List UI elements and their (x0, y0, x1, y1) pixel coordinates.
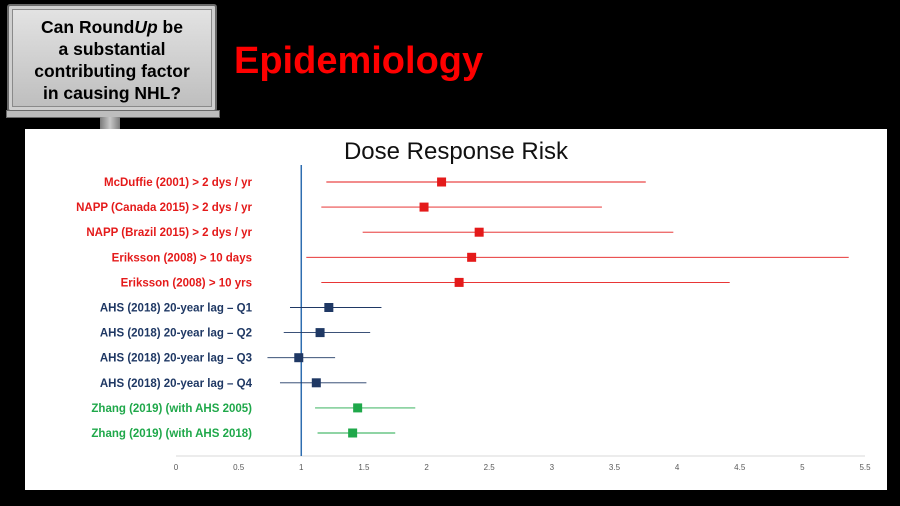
point-estimate (348, 428, 358, 438)
point-estimate (353, 403, 363, 413)
x-tick-label: 3.5 (609, 463, 621, 472)
slide-title: Epidemiology (234, 40, 484, 82)
point-estimate (324, 303, 334, 312)
forest-plot: Dose Response Risk 0 0.5 1 1.5 2 2.5 3 3.5 4 4.5 5 5… (76, 138, 871, 472)
study-label: NAPP (Brazil 2015) > 2 dys / yr (86, 227, 252, 239)
x-tick-label: 1 (299, 463, 304, 472)
x-tick-label: 0.5 (233, 463, 245, 472)
point-estimate (294, 353, 304, 363)
study-label: McDuffie (2001) > 2 dys / yr (104, 177, 252, 189)
study-label: AHS (2018) 20-year lag – Q2 (100, 328, 252, 340)
sign-post (100, 117, 120, 129)
point-estimate (315, 328, 325, 338)
sign-line-1-em: Up (134, 17, 158, 37)
x-tick-label: 2 (424, 463, 429, 472)
x-tick-label: 1.5 (358, 463, 370, 472)
sign-line-1-pre: Can Round (41, 17, 135, 37)
study-label: Zhang (2019) (with AHS 2005) (91, 403, 252, 415)
point-estimate (311, 378, 321, 388)
question-sign: Can RoundUp be a substantial contributin… (7, 4, 217, 112)
point-estimate (474, 227, 484, 237)
sign-line-4: in causing NHL? (42, 83, 182, 103)
point-estimate (419, 202, 429, 212)
sign-line-1: Can RoundUp be (9, 16, 215, 38)
study-label: AHS (2018) 20-year lag – Q4 (100, 378, 253, 390)
x-tick-label: 4 (675, 463, 680, 472)
point-estimate (467, 252, 477, 262)
x-tick-label: 5.5 (859, 463, 871, 472)
point-estimate (454, 277, 464, 287)
chart-title: Dose Response Risk (344, 138, 569, 165)
sign-line-1-post: be (157, 17, 183, 37)
study-label: Zhang (2019) (with AHS 2018) (91, 428, 252, 440)
x-tick-label: 0 (174, 463, 179, 472)
x-tick-label: 3 (550, 463, 555, 472)
study-label: AHS (2018) 20-year lag – Q1 (100, 303, 253, 315)
sign-question-text: Can RoundUp be a substantial contributin… (9, 16, 215, 104)
sign-line-2: a substantial (58, 39, 166, 59)
study-label: Eriksson (2008) > 10 days (112, 252, 252, 264)
point-estimate (437, 177, 447, 187)
x-tick-label: 4.5 (734, 463, 746, 472)
sign-line-3: contributing factor (34, 61, 190, 81)
study-label: AHS (2018) 20-year lag – Q3 (100, 353, 252, 365)
x-tick-label: 2.5 (484, 463, 496, 472)
study-label: NAPP (Canada 2015) > 2 dys / yr (76, 202, 252, 214)
study-label: Eriksson (2008) > 10 yrs (121, 277, 252, 289)
chart-panel: Dose Response Risk 0 0.5 1 1.5 2 2.5 3 3.5 4 4.5 5 5… (25, 129, 887, 490)
x-tick-label: 5 (800, 463, 805, 472)
